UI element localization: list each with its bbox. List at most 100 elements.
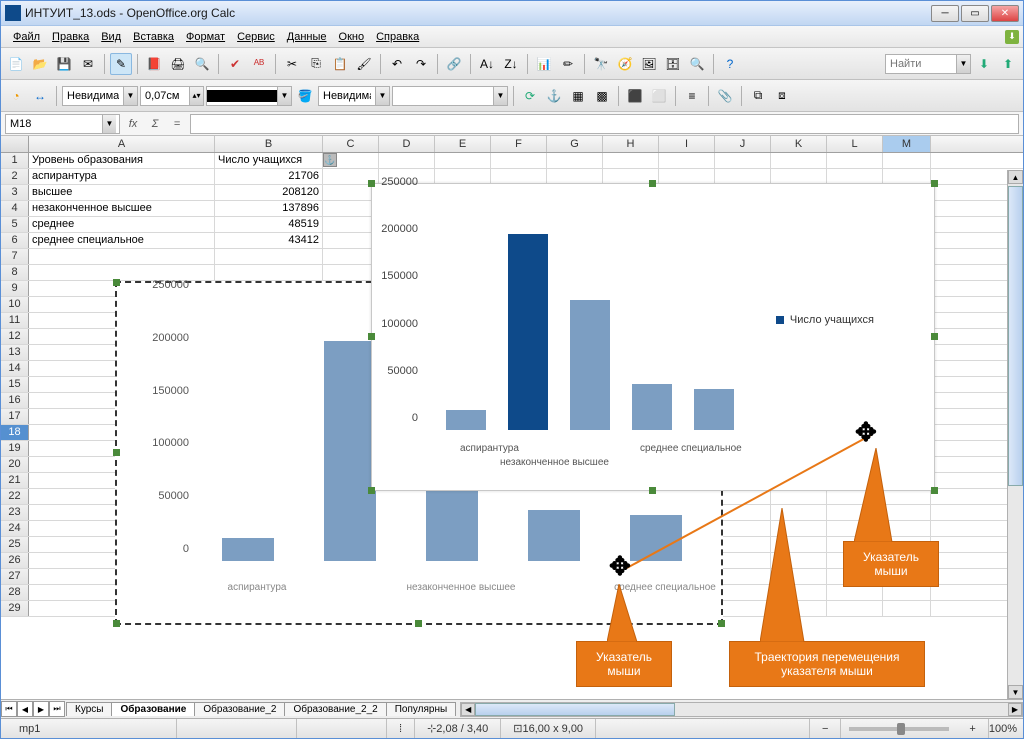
hyperlink-icon[interactable]: 🔗 [443,53,465,75]
help-icon[interactable]: ? [719,53,741,75]
email-icon[interactable]: ✉ [77,53,99,75]
row-header[interactable]: 2 [1,169,29,184]
row-header[interactable]: 8 [1,265,29,280]
menu-view[interactable]: Вид [95,29,127,45]
search-up-icon[interactable]: ⬆ [997,53,1019,75]
fill-color-input[interactable] [393,90,493,102]
sheet-tab[interactable]: Курсы [66,702,112,716]
rotate-icon[interactable]: ⟳ [519,85,541,107]
zoom-out-icon[interactable]: − [810,719,841,738]
grid[interactable]: 1Уровень образованияЧисло учащихся2аспир… [1,153,1023,699]
line-width-input[interactable] [141,90,189,102]
cell[interactable] [215,249,323,264]
search-box[interactable]: ▼ [885,54,971,74]
column-header[interactable]: H [603,136,659,152]
row-header[interactable]: 4 [1,201,29,216]
formula-input[interactable] [190,114,1019,134]
resize-handle[interactable] [368,487,375,494]
cell[interactable] [29,265,215,280]
row-header[interactable]: 1 [1,153,29,168]
zoom-icon[interactable]: 🔍 [686,53,708,75]
column-header[interactable]: E [435,136,491,152]
cell[interactable] [827,153,883,168]
cell[interactable] [883,153,931,168]
row-header[interactable]: 11 [1,313,29,328]
cell[interactable] [827,601,883,616]
edit-points-icon[interactable]: ◔ [5,85,27,107]
line-style-input[interactable] [63,90,123,102]
row-header[interactable]: 24 [1,521,29,536]
cell[interactable] [715,153,771,168]
row-header[interactable]: 12 [1,329,29,344]
function-wizard-icon[interactable]: fx [124,115,142,133]
row-header[interactable]: 13 [1,345,29,360]
tab-first-icon[interactable]: ⏮ [1,701,17,717]
resize-handle[interactable] [113,279,120,286]
cell[interactable] [827,585,883,600]
search-down-icon[interactable]: ⬇ [973,53,995,75]
cell[interactable] [883,169,931,184]
background-icon[interactable]: ⬜ [648,85,670,107]
column-header[interactable]: I [659,136,715,152]
cell[interactable] [659,169,715,184]
cell[interactable] [603,153,659,168]
cell[interactable] [827,169,883,184]
zoom-slider[interactable] [849,727,949,731]
search-input[interactable] [886,58,956,70]
resize-handle[interactable] [368,333,375,340]
row-header[interactable]: 10 [1,297,29,312]
scroll-down-icon[interactable]: ▼ [1008,685,1023,699]
resize-handle[interactable] [368,180,375,187]
open-icon[interactable]: 📂 [29,53,51,75]
new-doc-icon[interactable]: 📄 [5,53,27,75]
cell[interactable]: Число учащихся [215,153,323,168]
cell[interactable] [215,265,323,280]
fill-style-combo[interactable]: ▼ [318,86,390,106]
row-header[interactable]: 15 [1,377,29,392]
column-header[interactable]: D [379,136,435,152]
cell[interactable] [771,169,827,184]
cell[interactable] [883,585,931,600]
menu-edit[interactable]: Правка [46,29,95,45]
row-header[interactable]: 5 [1,217,29,232]
sum-icon[interactable]: Σ [146,115,164,133]
column-header[interactable]: C [323,136,379,152]
to-back-icon[interactable]: ▩ [591,85,613,107]
show-draw-icon[interactable]: ✏ [557,53,579,75]
vertical-scrollbar[interactable]: ▲ ▼ [1007,170,1023,699]
cell[interactable] [435,153,491,168]
scroll-up-icon[interactable]: ▲ [1008,170,1023,184]
column-header[interactable]: J [715,136,771,152]
cell[interactable]: 43412 [215,233,323,248]
preview-icon[interactable]: 🔍 [191,53,213,75]
column-header[interactable]: B [215,136,323,152]
minimize-button[interactable]: ─ [931,5,959,22]
close-button[interactable]: ✕ [991,5,1019,22]
resize-handle[interactable] [931,333,938,340]
resize-handle[interactable] [718,620,725,627]
menu-tools[interactable]: Сервис [231,29,281,45]
resize-handle[interactable] [649,180,656,187]
cell[interactable] [883,601,931,616]
cell[interactable]: 137896 [215,201,323,216]
format-paint-icon[interactable]: 🖌 [353,53,375,75]
cell[interactable]: среднее специальное [29,233,215,248]
cell[interactable] [379,153,435,168]
cell[interactable] [715,169,771,184]
vscroll-thumb[interactable] [1008,186,1023,486]
fill-color-combo[interactable]: ▼ [392,86,508,106]
gallery-icon[interactable]: 🖼 [638,53,660,75]
copy-icon[interactable]: ⎘ [305,53,327,75]
sort-desc-icon[interactable]: Z↓ [500,53,522,75]
ungroup-icon[interactable]: ⧈ [771,85,793,107]
cell[interactable]: незаконченное высшее [29,201,215,216]
menu-format[interactable]: Формат [180,29,231,45]
save-icon[interactable]: 💾 [53,53,75,75]
column-header[interactable]: G [547,136,603,152]
sheet-tab[interactable]: Образование_2_2 [284,702,386,716]
row-header[interactable]: 17 [1,409,29,424]
row-header[interactable]: 29 [1,601,29,616]
sheet-tab[interactable]: Популярны [386,702,456,716]
cell[interactable]: 48519 [215,217,323,232]
row-header[interactable]: 23 [1,505,29,520]
